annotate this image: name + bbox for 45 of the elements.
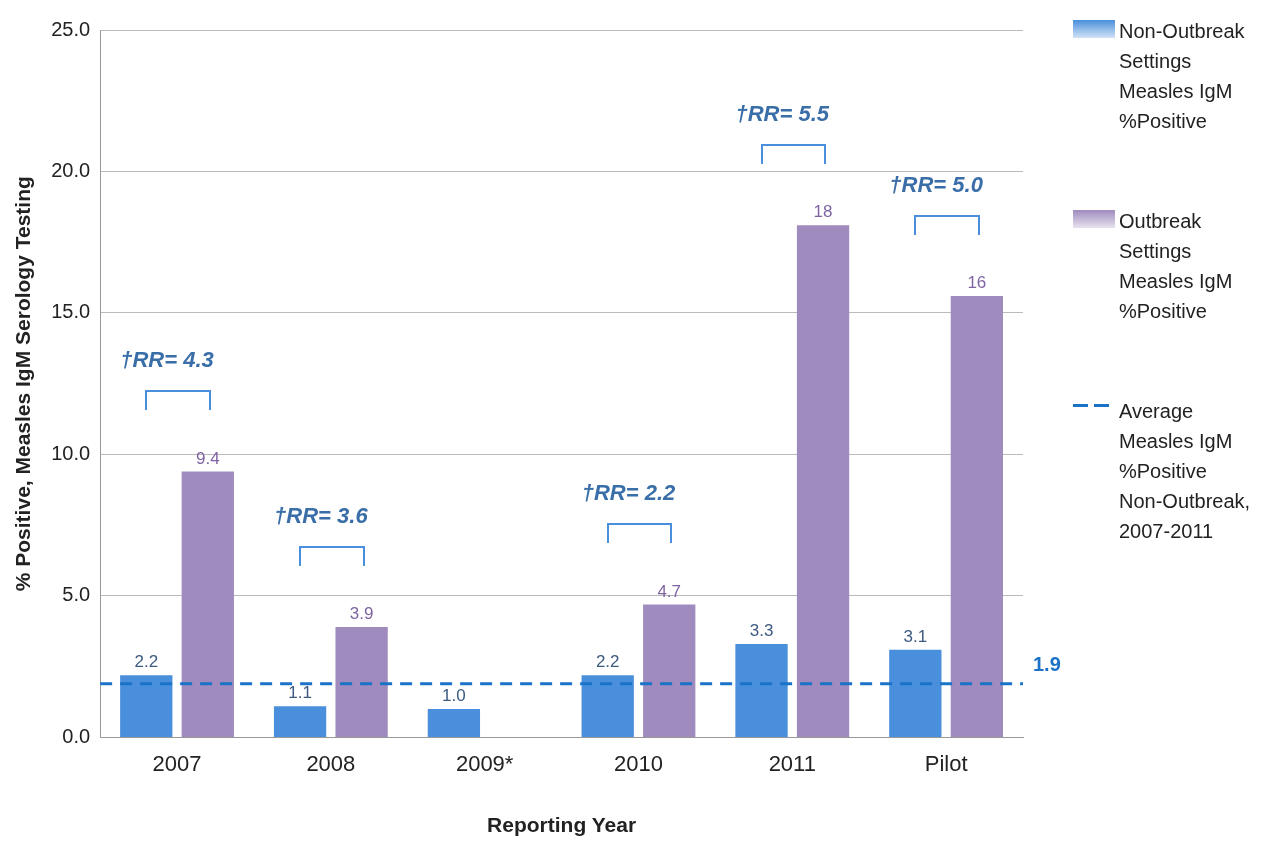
bar — [735, 644, 788, 737]
annotation: †RR= 5.5 — [735, 101, 830, 127]
y-tick-label: 15.0 — [51, 300, 91, 323]
bar — [889, 649, 942, 737]
data-label: 3.1 — [903, 626, 928, 646]
data-label: 1.1 — [288, 683, 312, 703]
x-tick-label: 2010 — [613, 750, 663, 776]
bar — [950, 295, 1003, 737]
data-label: 1.0 — [442, 686, 466, 706]
y-tick-label: 5.0 — [62, 583, 91, 606]
bar — [273, 706, 327, 737]
annotation: †RR= 5.0 — [889, 172, 984, 198]
bar — [643, 604, 696, 737]
y-tick-label: 25.0 — [51, 17, 91, 40]
y-axis-title: % Positive, Measles IgM Serology Testing — [11, 176, 35, 592]
bar — [796, 225, 850, 737]
legend-label: Non-Outbreak Settings Measles IgM %Positive — [1119, 19, 1246, 134]
data-label: 3.3 — [749, 621, 774, 641]
bar — [335, 627, 388, 737]
data-label: 4.7 — [657, 581, 682, 601]
annotation: †RR= 3.6 — [274, 503, 369, 529]
x-axis-title: Reporting Year — [487, 813, 637, 837]
data-label: 2.2 — [134, 652, 159, 672]
data-label: 16 — [967, 273, 987, 293]
data-label: 3.9 — [349, 604, 374, 624]
data-label: 9.4 — [195, 448, 220, 468]
x-tick-label: 2007 — [152, 750, 202, 776]
annotation: †RR= 4.3 — [120, 347, 214, 373]
bar — [427, 709, 481, 737]
bar — [181, 471, 234, 737]
x-tick-label: 2011 — [768, 750, 816, 776]
data-label: 2.2 — [595, 652, 620, 672]
text: 1.9 — [1033, 653, 1061, 676]
y-tick-label: 10.0 — [51, 441, 91, 464]
legend-label: Average Measles IgM %Positive Non-Outbreak, 2007-2011 — [1119, 399, 1252, 544]
y-tick-label: 0.0 — [62, 724, 91, 747]
bar — [120, 675, 173, 737]
bar — [581, 675, 634, 737]
x-tick-label: 2008 — [306, 750, 356, 776]
x-tick-label: Pilot — [924, 750, 968, 776]
legend-label: Outbreak Settings Measles IgM %Positive — [1119, 209, 1234, 324]
x-tick-label: 2009* — [455, 750, 514, 776]
annotation: †RR= 2.2 — [581, 480, 677, 506]
y-tick-label: 20.0 — [51, 159, 91, 181]
data-label: 18 — [813, 202, 833, 222]
